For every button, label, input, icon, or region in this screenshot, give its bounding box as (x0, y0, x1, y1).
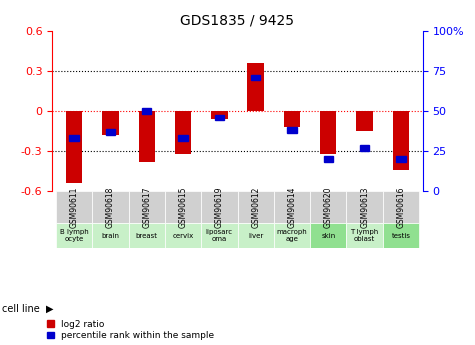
Bar (383, 223, 419, 248)
Text: cervix: cervix (172, 233, 194, 238)
Bar (238, 191, 274, 223)
Bar (201, 223, 238, 248)
Bar (105, 129, 115, 135)
Bar (393, 111, 409, 170)
Bar (102, 111, 119, 135)
Text: GSM90615: GSM90615 (179, 186, 188, 228)
Text: brain: brain (101, 233, 119, 238)
Text: GSM90613: GSM90613 (360, 186, 369, 228)
Bar (310, 191, 346, 223)
Bar (323, 156, 333, 162)
Text: GSM90612: GSM90612 (251, 186, 260, 228)
Bar (346, 223, 383, 248)
Bar (92, 223, 129, 248)
Bar (56, 223, 92, 248)
Text: macroph
age: macroph age (276, 229, 307, 242)
Bar (320, 111, 336, 154)
Bar (211, 111, 228, 119)
Legend: log2 ratio, percentile rank within the sample: log2 ratio, percentile rank within the s… (48, 320, 214, 341)
Bar (360, 145, 370, 151)
Bar (310, 223, 346, 248)
Text: skin: skin (321, 233, 335, 238)
Bar (356, 111, 373, 131)
Bar (383, 191, 419, 223)
Bar (129, 191, 165, 223)
Bar (274, 191, 310, 223)
Bar (139, 111, 155, 162)
Bar (142, 108, 152, 114)
Text: B lymph
ocyte: B lymph ocyte (60, 229, 88, 242)
Bar (251, 75, 260, 80)
Bar (165, 191, 201, 223)
Bar (284, 111, 300, 127)
Text: GSM90611: GSM90611 (69, 186, 78, 228)
Bar (129, 223, 165, 248)
Bar (274, 223, 310, 248)
Text: T lymph
oblast: T lymph oblast (351, 229, 379, 242)
Bar (247, 63, 264, 111)
Text: breast: breast (136, 233, 158, 238)
Bar (175, 111, 191, 154)
Bar (56, 191, 92, 223)
Text: GSM90618: GSM90618 (106, 186, 115, 228)
Bar (165, 223, 201, 248)
Text: GDS1835 / 9425: GDS1835 / 9425 (180, 14, 294, 28)
Text: liposarc
oma: liposarc oma (206, 229, 233, 242)
Text: GSM90619: GSM90619 (215, 186, 224, 228)
Bar (346, 191, 383, 223)
Text: testis: testis (391, 233, 410, 238)
Bar (238, 223, 274, 248)
Bar (201, 191, 238, 223)
Text: GSM90617: GSM90617 (142, 186, 151, 228)
Text: liver: liver (248, 233, 263, 238)
Bar (178, 136, 188, 141)
Bar (215, 115, 224, 120)
Bar (92, 191, 129, 223)
Text: GSM90616: GSM90616 (397, 186, 406, 228)
Bar (69, 136, 79, 141)
Text: cell line  ▶: cell line ▶ (2, 304, 54, 314)
Bar (66, 111, 82, 183)
Bar (396, 156, 406, 162)
Bar (287, 127, 297, 133)
Text: GSM90620: GSM90620 (324, 186, 333, 228)
Text: GSM90614: GSM90614 (287, 186, 296, 228)
